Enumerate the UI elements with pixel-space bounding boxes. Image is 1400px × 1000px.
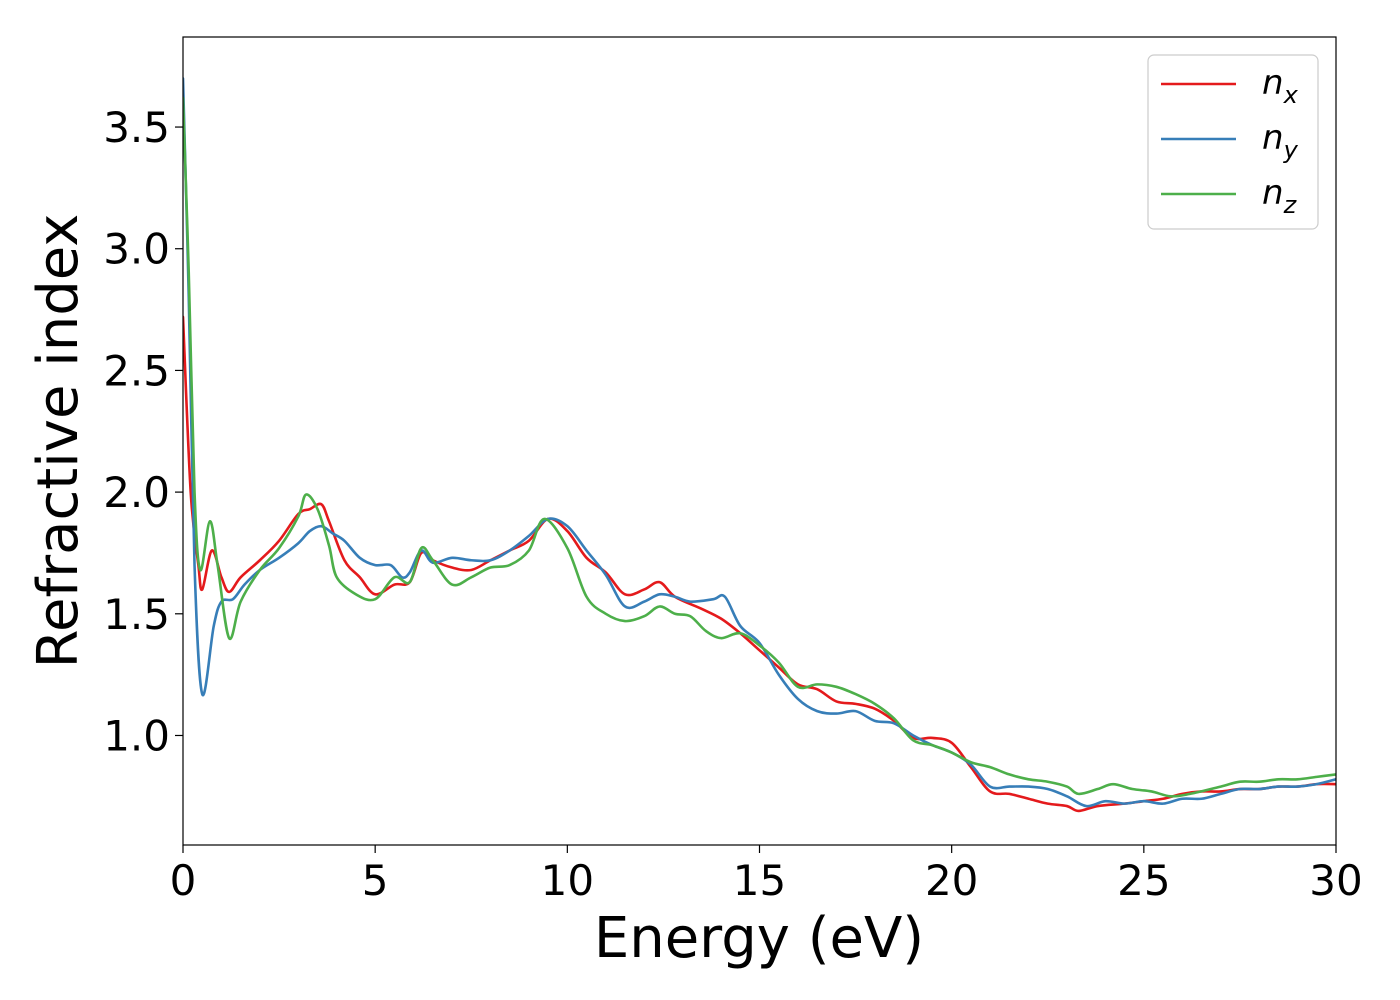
x-tick-label: 5: [362, 856, 389, 905]
x-axis: 0 5 10 15 20 25 30: [170, 845, 1363, 905]
series-line-nz: [183, 96, 1336, 798]
y-tick-label: 1.0: [103, 711, 170, 760]
legend-label-main: n: [1262, 173, 1284, 213]
x-tick-label: 25: [1117, 856, 1170, 905]
series-line-ny: [183, 77, 1336, 808]
legend-label-subscript: x: [1283, 81, 1299, 109]
x-tick-label: 30: [1309, 856, 1362, 905]
y-tick-label: 2.5: [103, 346, 170, 395]
legend-label-subscript: y: [1283, 136, 1299, 164]
y-tick-label: 1.5: [103, 590, 170, 639]
legend-box: [1147, 54, 1319, 230]
legend-label-ny: ny: [1262, 118, 1299, 164]
x-tick-label: 0: [170, 856, 197, 905]
x-tick-label: 10: [541, 856, 594, 905]
series-layer: [183, 77, 1336, 813]
legend-label-nx: nx: [1262, 63, 1299, 109]
x-axis-label: Energy (eV): [594, 906, 924, 971]
legend-label-nz: nz: [1262, 173, 1298, 219]
legend-label-subscript: z: [1283, 191, 1298, 219]
y-tick-label: 2.0: [103, 468, 170, 517]
y-tick-label: 3.0: [103, 225, 170, 274]
y-tick-label: 3.5: [103, 103, 170, 152]
legend-label-main: n: [1262, 118, 1284, 158]
y-axis: 1.0 1.5 2.0 2.5 3.0 3.5: [103, 103, 183, 760]
legend-label-main: n: [1262, 63, 1284, 103]
x-tick-label: 20: [925, 856, 978, 905]
y-axis-label: Refractive index: [26, 214, 91, 669]
x-tick-label: 15: [733, 856, 786, 905]
